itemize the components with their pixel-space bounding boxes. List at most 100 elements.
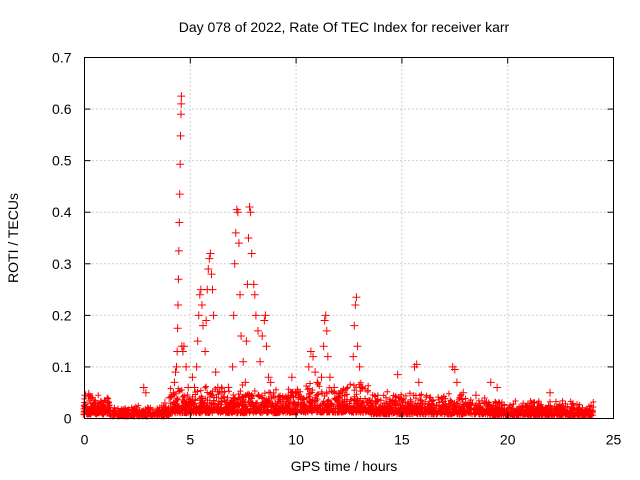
data-point [176,131,185,140]
baseline-noise-band [80,379,597,420]
data-point [357,383,366,392]
data-point [254,326,263,335]
data-point [207,270,216,279]
data-point [325,373,334,382]
data-point [459,388,468,397]
data-point [84,389,93,398]
y-tick-label: 0.4 [52,204,72,220]
data-point [233,208,242,217]
data-point [393,370,402,379]
x-tick-label: 5 [186,432,194,448]
data-point [205,254,214,263]
data-point [99,404,108,413]
data-point [204,264,213,273]
data-point [195,290,204,299]
data-point [450,365,459,374]
data-point [169,388,178,397]
y-tick-label: 0.5 [52,153,72,169]
data-point [202,316,211,325]
data-point [311,368,320,377]
data-point [262,342,271,351]
data-points [81,92,555,413]
data-point [270,393,279,402]
y-tick-label: 0.2 [52,307,72,323]
x-tick-label: 25 [606,432,622,448]
data-point [141,388,150,397]
data-point [266,378,275,387]
data-point [546,388,555,397]
data-point [330,383,339,392]
data-point [239,357,248,366]
data-point [251,311,260,320]
x-tick-label: 20 [500,432,516,448]
data-point [174,246,183,255]
x-tick-label: 0 [81,432,89,448]
data-point [256,357,265,366]
data-point [350,321,359,330]
data-point [471,391,480,400]
data-point [287,373,296,382]
x-tick-label: 10 [288,432,304,448]
data-point [244,234,253,242]
data-point [234,239,243,248]
data-point [103,401,112,410]
data-point [173,324,182,333]
data-point [304,362,313,371]
data-point [190,383,199,392]
data-point [309,352,318,361]
data-point [352,293,361,302]
data-point [306,347,315,356]
data-point [224,383,233,392]
y-tick-label: 0 [64,411,72,427]
data-point [172,362,181,371]
data-point [176,160,185,169]
data-point [229,311,238,320]
y-tick-label: 0.1 [52,359,72,375]
data-point [242,337,251,346]
data-point [246,208,255,217]
x-axis-label: GPS time / hours [291,458,398,474]
data-point [230,259,239,268]
grid-lines [84,57,614,419]
data-point [208,285,217,294]
data-point [211,368,220,377]
chart-title: Day 078 of 2022, Rate Of TEC Index for r… [179,19,510,35]
data-point [192,362,201,371]
data-point [209,311,218,320]
axis-ticks [84,57,614,419]
data-point [174,301,183,310]
data-point [264,373,273,382]
x-tick-label: 15 [394,432,410,448]
data-point [351,301,360,310]
data-point [193,337,202,346]
y-axis-label: ROTI / TECUs [5,193,21,283]
data-point [177,99,186,108]
data-point [213,383,222,392]
data-point [317,373,326,382]
data-point [179,342,188,351]
data-point [236,290,245,299]
data-point [247,249,256,258]
data-point [412,360,421,369]
data-point [175,218,184,227]
data-point [231,228,240,237]
data-point [198,321,207,330]
y-tick-label: 0.6 [52,101,72,117]
data-point [82,404,91,413]
data-point [228,362,237,371]
data-point [452,378,461,387]
data-point [486,378,495,387]
noise-band-marks [80,379,597,420]
y-tick-label: 0.7 [52,50,72,66]
data-point [201,347,210,356]
data-point [218,388,227,397]
data-point [250,290,259,299]
data-point [249,280,258,289]
data-point [355,362,364,371]
data-point [320,316,329,325]
data-point [171,368,180,377]
data-point [493,383,502,392]
data-point [197,301,206,310]
data-point [338,388,347,397]
